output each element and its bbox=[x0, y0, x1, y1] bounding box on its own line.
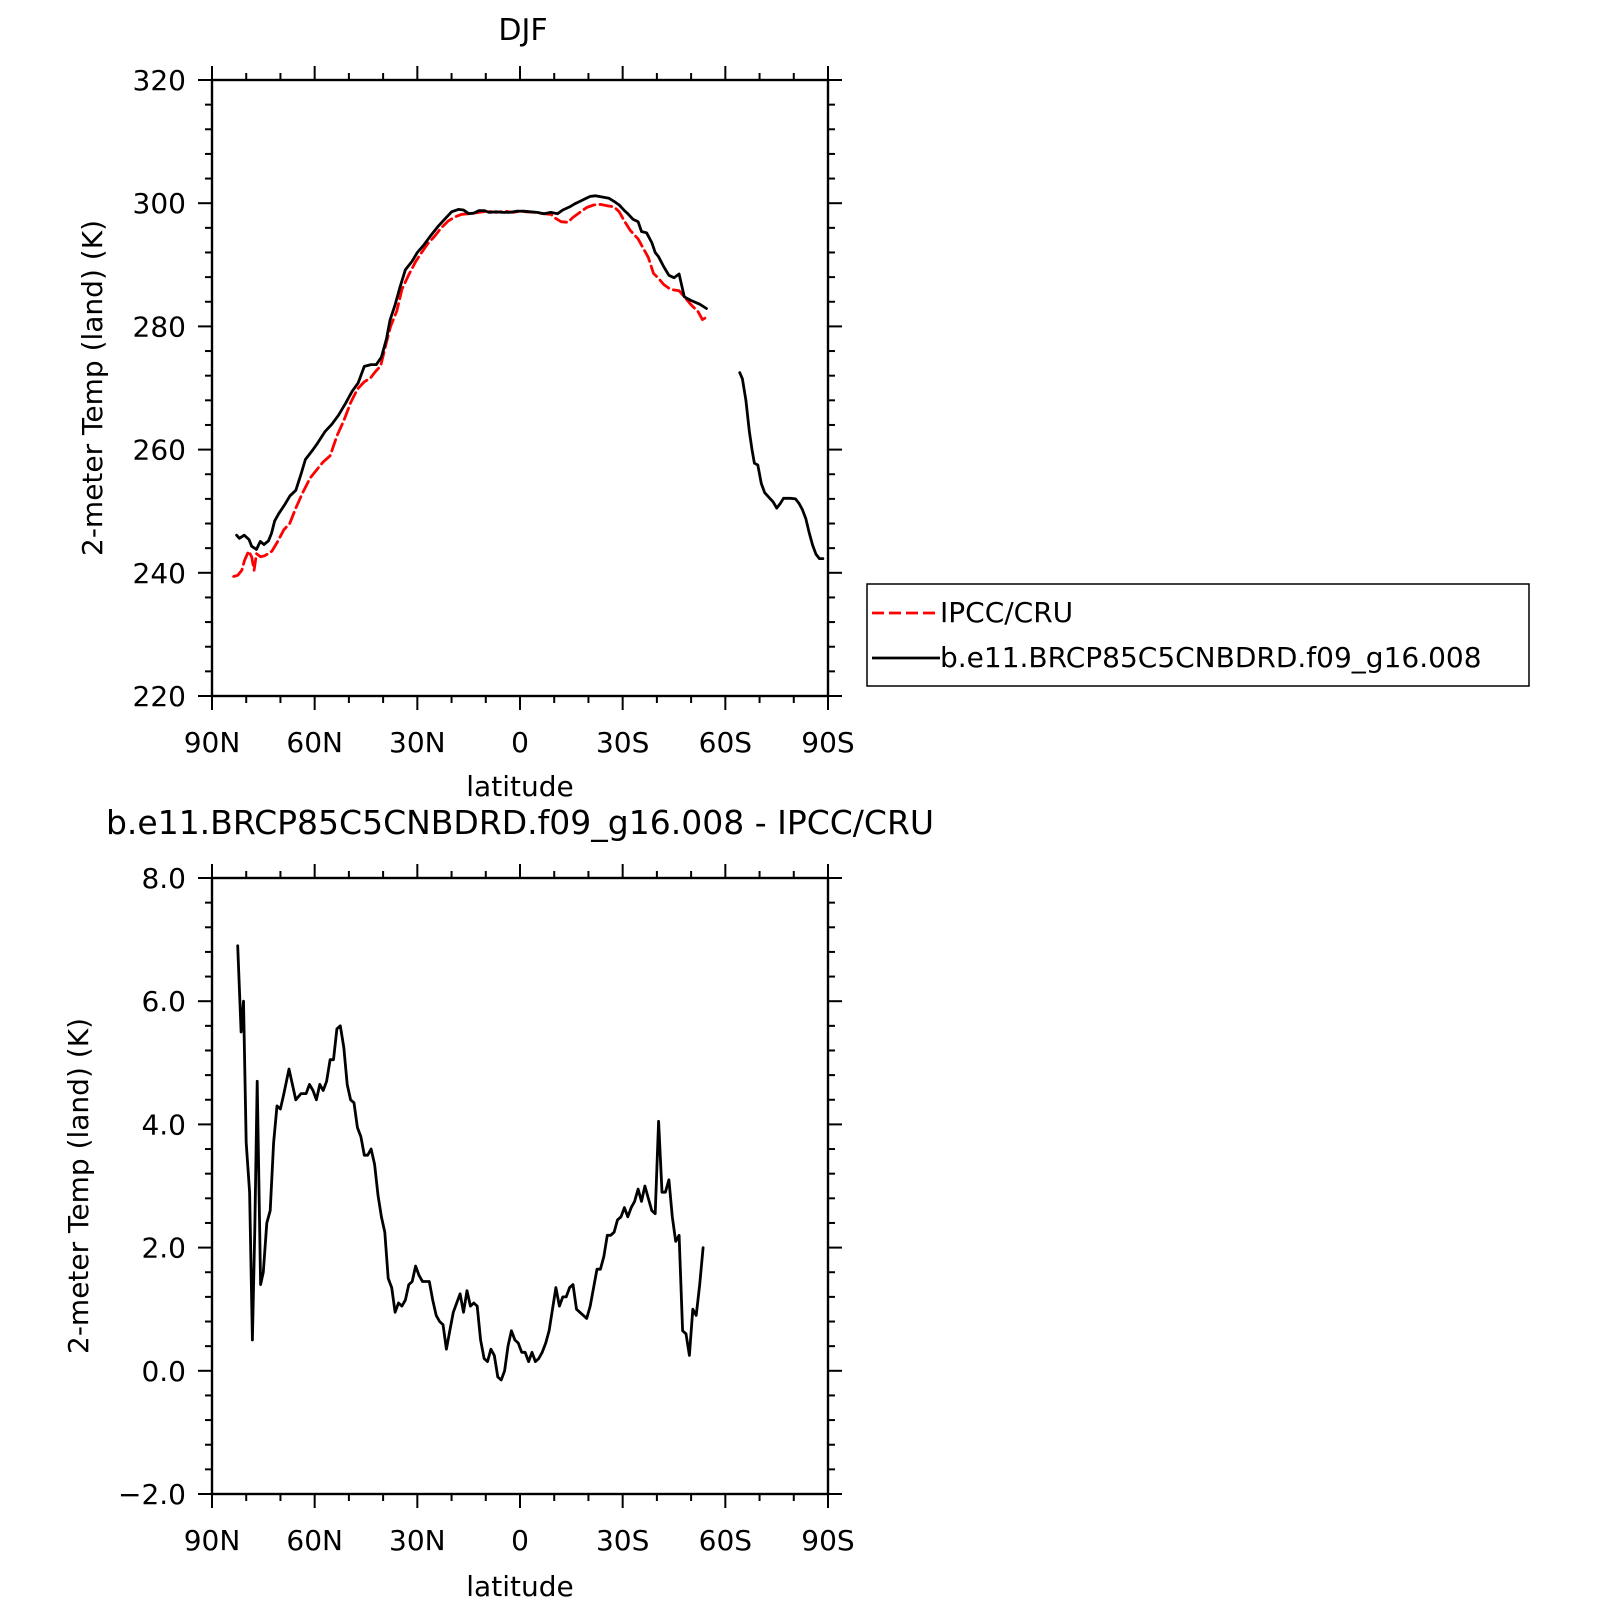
legend-label-model: b.e11.BRCP85C5CNBDRD.f09_g16.008 bbox=[940, 641, 1482, 674]
y-tick-label: 8.0 bbox=[141, 862, 186, 895]
y-tick-label: −2.0 bbox=[118, 1478, 186, 1511]
chart-title: b.e11.BRCP85C5CNBDRD.f09_g16.008 - IPCC/… bbox=[106, 803, 934, 842]
series-line-model bbox=[235, 194, 708, 551]
y-tick-label: 4.0 bbox=[141, 1108, 186, 1141]
x-tick-label: 90N bbox=[184, 726, 241, 759]
legend-box bbox=[866, 583, 1530, 687]
chart-title: DJF bbox=[498, 13, 547, 48]
axis-ticks bbox=[198, 864, 842, 1508]
y-tick-label: 280 bbox=[133, 310, 186, 343]
x-tick-label: 30N bbox=[389, 1524, 446, 1557]
x-tick-label: 60N bbox=[286, 1524, 343, 1557]
chart-difference: b.e11.BRCP85C5CNBDRD.f09_g16.008 - IPCC/… bbox=[62, 803, 934, 1603]
series-layer bbox=[232, 194, 825, 578]
y-tick-label: 2.0 bbox=[141, 1232, 186, 1265]
series-line-ipcc-cru bbox=[232, 203, 708, 578]
series-line-model bbox=[738, 371, 825, 560]
x-tick-label: 30N bbox=[389, 726, 446, 759]
x-tick-label: 60N bbox=[286, 726, 343, 759]
y-tick-label: 0.0 bbox=[141, 1355, 186, 1388]
plot-frame bbox=[210, 876, 830, 1496]
y-tick-label: 260 bbox=[133, 434, 186, 467]
series-layer bbox=[236, 944, 705, 1382]
x-tick-label: 60S bbox=[699, 726, 752, 759]
y-tick-label: 240 bbox=[133, 557, 186, 590]
tick-labels: 90N 60N 30N 0 30S 60S 90S 220 240 260 280 300 320 bbox=[133, 64, 855, 759]
x-tick-label: 90S bbox=[801, 1524, 854, 1557]
x-tick-label: 60S bbox=[699, 1524, 752, 1557]
x-tick-label: 0 bbox=[511, 726, 529, 759]
y-tick-label: 320 bbox=[133, 64, 186, 97]
y-tick-label: 300 bbox=[133, 187, 186, 220]
x-tick-label: 90N bbox=[184, 1524, 241, 1557]
tick-labels: 90N 60N 30N 0 30S 60S 90S −2.0 0.0 2.0 4.0 6.0 8.0 bbox=[118, 862, 855, 1557]
x-tick-label: 30S bbox=[596, 726, 649, 759]
legend-label-ipcc-cru: IPCC/CRU bbox=[940, 596, 1073, 629]
chart-djf-temperature: DJF 90N 60N 30N 0 30S 60S 90S 220 240 260 280 300 32… bbox=[76, 13, 855, 803]
x-tick-label: 0 bbox=[511, 1524, 529, 1557]
x-tick-label: 90S bbox=[801, 726, 854, 759]
series-line-model bbox=[236, 944, 705, 1382]
y-tick-label: 220 bbox=[133, 680, 186, 713]
x-axis-label: latitude bbox=[466, 770, 573, 803]
y-axis-label: 2-meter Temp (land) (K) bbox=[62, 1018, 95, 1354]
x-axis-label: latitude bbox=[466, 1570, 573, 1603]
x-tick-label: 30S bbox=[596, 1524, 649, 1557]
y-axis-label: 2-meter Temp (land) (K) bbox=[76, 220, 109, 556]
axis-ticks bbox=[198, 66, 842, 710]
legend: IPCC/CRU b.e11.BRCP85C5CNBDRD.f09_g16.00… bbox=[866, 583, 1530, 687]
plot-frame bbox=[210, 78, 830, 698]
y-tick-label: 6.0 bbox=[141, 985, 186, 1018]
